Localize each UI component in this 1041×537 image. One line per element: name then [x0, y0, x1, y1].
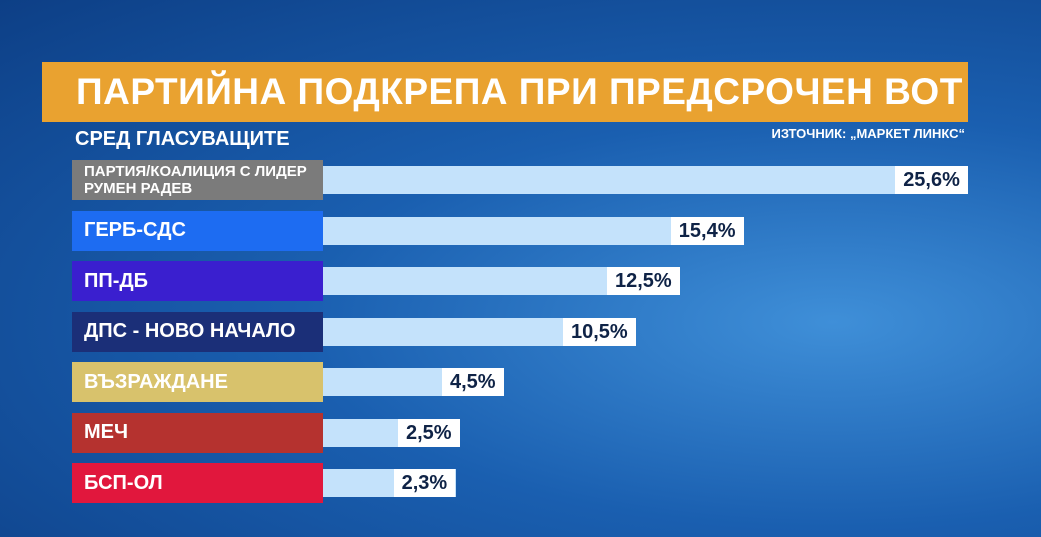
value-label: 12,5% — [607, 267, 680, 295]
category-label: ПАРТИЯ/КОАЛИЦИЯ С ЛИДЕР РУМЕН РАДЕВ — [72, 160, 323, 200]
category-label: ПП-ДБ — [72, 261, 323, 301]
category-label: ДПС - НОВО НАЧАЛО — [72, 311, 323, 352]
value-label: 25,6% — [895, 166, 968, 194]
chart-title: ПАРТИЙНА ПОДКРЕПА ПРИ ПРЕДСРОЧЕН ВОТ — [42, 62, 968, 122]
source-note: ИЗТОЧНИК: „МАРКЕТ ЛИНКС“ — [771, 126, 965, 141]
value-label: 4,5% — [442, 368, 504, 396]
value-label: 2,3% — [393, 469, 456, 497]
value-label: 10,5% — [563, 317, 636, 346]
value-label: 2,5% — [398, 418, 460, 447]
category-label: ВЪЗРАЖДАНЕ — [72, 362, 323, 402]
category-label: ГЕРБ-СДС — [72, 210, 323, 251]
value-label: 15,4% — [670, 216, 744, 245]
bar — [323, 166, 969, 194]
chart-subtitle: СРЕД ГЛАСУВАЩИТЕ — [75, 128, 290, 150]
category-label: МЕЧ — [72, 412, 323, 453]
category-label: БСП-ОЛ — [72, 463, 323, 503]
